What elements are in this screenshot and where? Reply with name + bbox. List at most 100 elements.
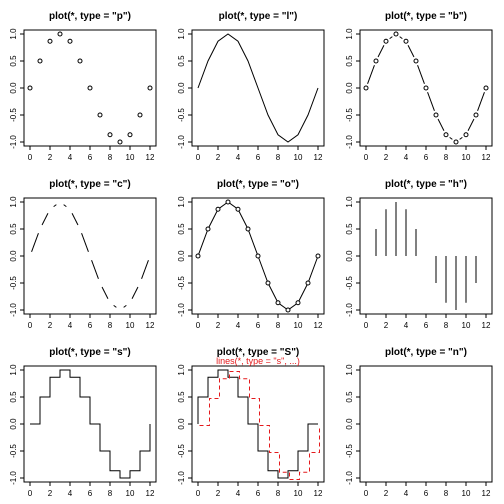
y-tick-label: 0.0 bbox=[9, 418, 18, 430]
x-tick-label: 10 bbox=[462, 321, 471, 330]
y-tick-label: 1.0 bbox=[177, 364, 186, 376]
x-tick-label: 4 bbox=[68, 153, 73, 162]
panel-l: plot(*, type = "l") 0 2 4 6 8 10 12 -1.0 -0.5 0.0 0… bbox=[177, 11, 325, 162]
y-tick-label: -1.0 bbox=[9, 303, 18, 317]
series-line-segment bbox=[417, 65, 425, 84]
series-step-line bbox=[197, 369, 318, 479]
data-point bbox=[315, 253, 321, 259]
data-point bbox=[403, 38, 409, 44]
x-tick-label: 6 bbox=[424, 321, 429, 330]
x-tick-label: 4 bbox=[236, 153, 241, 162]
series-step-line bbox=[30, 369, 151, 479]
data-point bbox=[285, 307, 291, 313]
x-tick-label: 2 bbox=[384, 489, 389, 498]
series-line bbox=[197, 33, 319, 143]
data-point bbox=[37, 58, 43, 64]
x-tick-label: 12 bbox=[146, 489, 155, 498]
data-point bbox=[67, 38, 73, 44]
x-tick-label: 0 bbox=[196, 321, 201, 330]
y-tick-label: 0.5 bbox=[177, 223, 186, 235]
x-tick-label: 4 bbox=[68, 321, 73, 330]
x-tick-label: 10 bbox=[126, 489, 135, 498]
data-point bbox=[483, 85, 489, 91]
x-tick-label: 2 bbox=[48, 153, 53, 162]
data-point bbox=[87, 85, 93, 91]
x-tick-label: 6 bbox=[256, 489, 261, 498]
x-tick-label: 8 bbox=[276, 153, 281, 162]
panel-title: plot(*, type = "h") bbox=[385, 179, 467, 190]
data-point bbox=[77, 58, 83, 64]
x-tick-label: 10 bbox=[294, 153, 303, 162]
panel-b: plot(*, type = "b") 0 2 4 6 8 10 12 -1.0 -0.5 0.0 0… bbox=[345, 11, 493, 162]
y-tick-label: -0.5 bbox=[177, 276, 186, 290]
plot-frame bbox=[23, 197, 157, 315]
x-tick-label: 10 bbox=[462, 153, 471, 162]
y-tick-label: 1.0 bbox=[345, 196, 354, 208]
data-point bbox=[97, 112, 103, 118]
panel-c: plot(*, type = "c") 0 2 4 6 8 10 12 -1.0 -0.5 0.0 0… bbox=[9, 179, 157, 330]
y-tick-label: -0.5 bbox=[9, 444, 18, 458]
panel-s: plot(*, type = "s") 0 2 4 6 8 10 12 -1.0 -0.5 0.0 0… bbox=[9, 347, 157, 498]
series-line-segment bbox=[63, 204, 67, 208]
series-line-segment bbox=[81, 233, 89, 252]
x-tick-label: 10 bbox=[294, 321, 303, 330]
x-tick-label: 8 bbox=[276, 489, 281, 498]
data-point bbox=[117, 139, 123, 145]
x-tick-label: 8 bbox=[108, 321, 113, 330]
data-point bbox=[57, 31, 63, 37]
x-tick-label: 6 bbox=[88, 489, 93, 498]
y-tick-label: 1.0 bbox=[177, 28, 186, 40]
overlay-annotation: lines(*, type = "s", ...) bbox=[216, 356, 300, 366]
x-tick-label: 8 bbox=[444, 321, 449, 330]
data-point bbox=[265, 280, 271, 286]
series-line-segment bbox=[123, 304, 127, 308]
data-point bbox=[147, 85, 153, 91]
x-tick-label: 2 bbox=[216, 153, 221, 162]
x-tick-label: 6 bbox=[424, 153, 429, 162]
data-point bbox=[225, 199, 231, 205]
x-tick-label: 4 bbox=[404, 321, 409, 330]
y-tick-label: -0.5 bbox=[177, 444, 186, 458]
x-tick-label: 12 bbox=[482, 321, 491, 330]
panel-title: plot(*, type = "p") bbox=[49, 11, 131, 22]
x-tick-label: 2 bbox=[216, 489, 221, 498]
x-tick-label: 8 bbox=[108, 153, 113, 162]
data-point bbox=[443, 132, 449, 138]
panel-title: plot(*, type = "l") bbox=[219, 11, 298, 22]
y-tick-label: 1.0 bbox=[9, 28, 18, 40]
x-tick-label: 12 bbox=[146, 321, 155, 330]
x-tick-label: 2 bbox=[384, 321, 389, 330]
x-tick-label: 4 bbox=[404, 153, 409, 162]
panel-o: plot(*, type = "o") 0 2 4 6 8 10 12 -1.0 -0.5 0.0 0… bbox=[177, 179, 325, 330]
x-tick-label: 0 bbox=[28, 153, 33, 162]
x-tick-label: 10 bbox=[126, 321, 135, 330]
x-tick-label: 12 bbox=[314, 321, 323, 330]
y-tick-label: 0.0 bbox=[177, 82, 186, 94]
panel-p: plot(*, type = "p") 0 2 4 6 8 10 12 -1.0 -0.5 0.0 0… bbox=[9, 11, 157, 162]
x-tick-label: 0 bbox=[28, 489, 33, 498]
y-tick-label: 0.5 bbox=[345, 55, 354, 67]
y-tick-label: -0.5 bbox=[345, 276, 354, 290]
data-point bbox=[205, 226, 211, 232]
data-point bbox=[235, 206, 241, 212]
data-point bbox=[305, 280, 311, 286]
x-tick-label: 8 bbox=[108, 489, 113, 498]
x-tick-label: 12 bbox=[314, 153, 323, 162]
data-point bbox=[363, 85, 369, 91]
panel-h: plot(*, type = "h") 0 2 4 6 8 10 12 -1.0 -0.5 0.0 0… bbox=[345, 179, 493, 330]
y-tick-label: 0.0 bbox=[177, 418, 186, 430]
series-line-segment bbox=[131, 286, 139, 299]
data-point bbox=[463, 132, 469, 138]
x-tick-label: 12 bbox=[482, 153, 491, 162]
series-line-segment bbox=[31, 233, 39, 252]
series-line-segment bbox=[449, 136, 453, 140]
data-point bbox=[215, 206, 221, 212]
y-tick-label: 0.5 bbox=[345, 223, 354, 235]
y-tick-label: 0.5 bbox=[9, 391, 18, 403]
x-tick-label: 12 bbox=[314, 489, 323, 498]
data-point bbox=[383, 38, 389, 44]
panel-title: plot(*, type = "c") bbox=[49, 179, 130, 190]
data-point bbox=[27, 85, 33, 91]
y-tick-label: 0.0 bbox=[345, 250, 354, 262]
